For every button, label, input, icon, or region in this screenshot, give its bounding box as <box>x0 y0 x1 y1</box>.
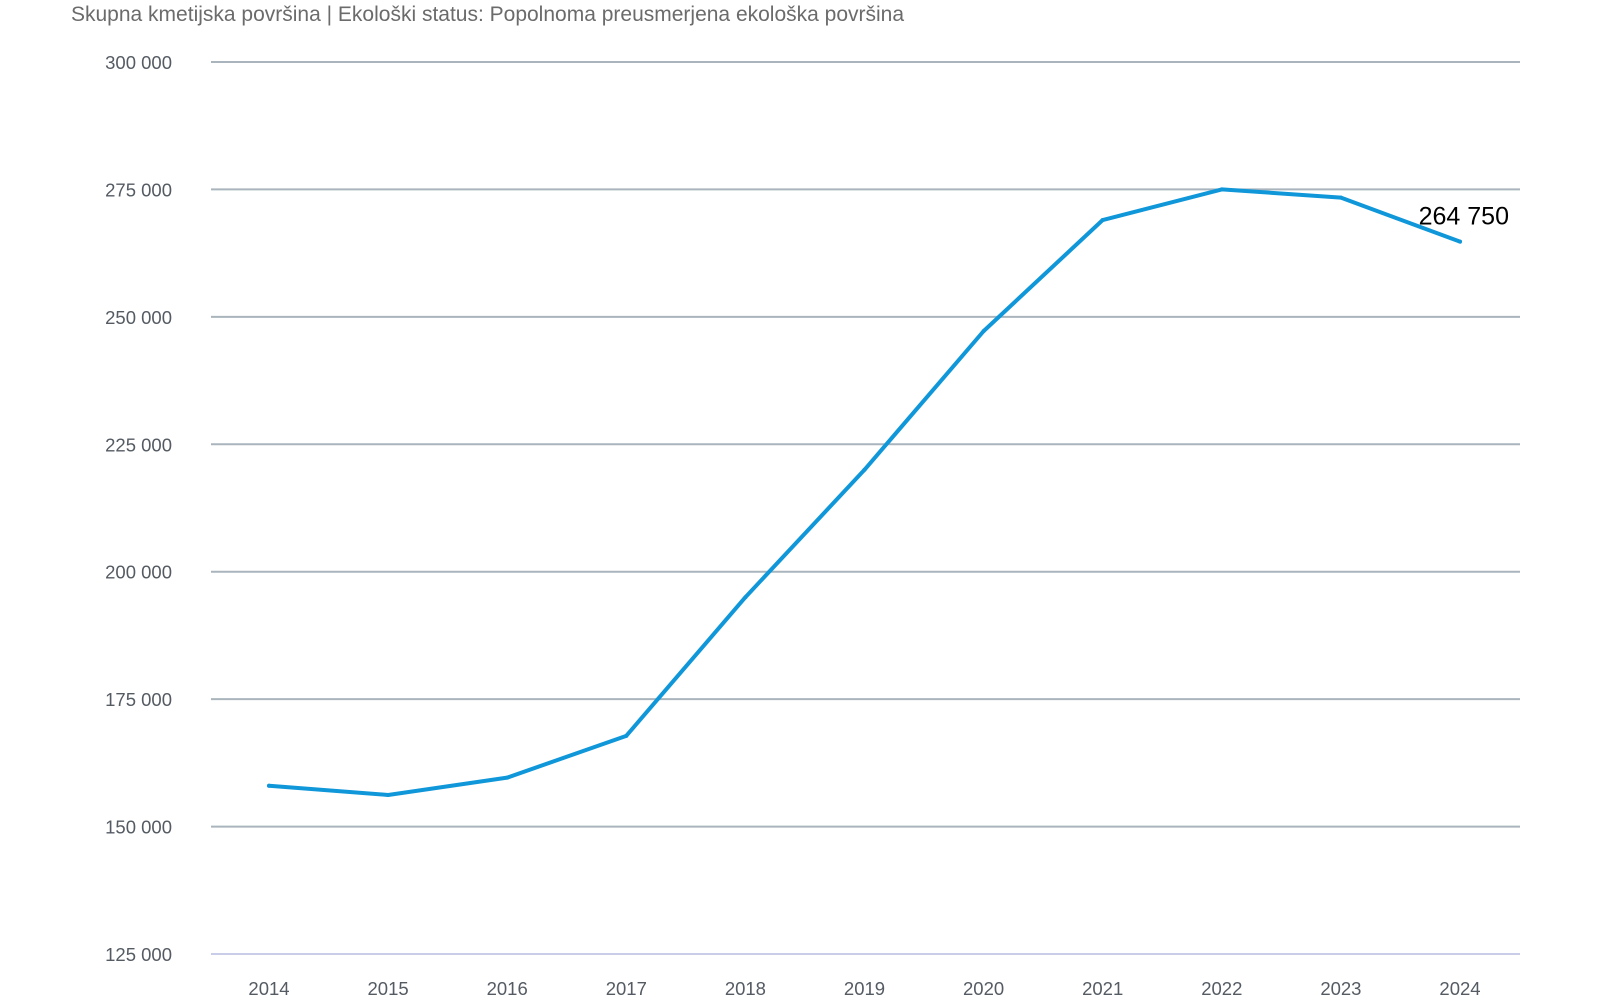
data-point <box>267 783 271 788</box>
x-tick-label: 2023 <box>1320 978 1361 999</box>
data-point <box>743 595 748 600</box>
data-point <box>1338 195 1343 200</box>
data-point <box>505 775 510 780</box>
x-tick-label: 2024 <box>1439 978 1480 999</box>
gridlines <box>211 61 1520 955</box>
x-tick-label: 2022 <box>1201 978 1242 999</box>
y-tick-label: 175 000 <box>105 689 172 710</box>
x-tick-label: 2016 <box>487 978 528 999</box>
data-point <box>1219 187 1224 192</box>
x-tick-label: 2020 <box>963 978 1004 999</box>
data-label-last: 264 750 <box>1419 203 1509 231</box>
x-tick-label: 2018 <box>725 978 766 999</box>
series-line <box>267 187 1462 797</box>
y-tick-label: 300 000 <box>105 52 172 73</box>
x-tick-label: 2014 <box>248 978 289 999</box>
y-axis-ticks: 125 000 150 000 175 000 200 000 225 000 250 0… <box>105 52 172 965</box>
y-tick-label: 200 000 <box>105 562 172 583</box>
x-tick-label: 2021 <box>1082 978 1123 999</box>
x-tick-label: 2017 <box>606 978 647 999</box>
y-tick-label: 150 000 <box>105 817 172 838</box>
data-point <box>981 329 986 334</box>
data-point <box>386 792 391 797</box>
data-labels: 264 750 <box>1419 203 1509 231</box>
y-tick-label: 225 000 <box>105 434 172 455</box>
y-tick-label: 125 000 <box>105 944 172 965</box>
y-tick-label: 250 000 <box>105 307 172 328</box>
data-point <box>624 733 629 738</box>
data-point <box>1458 239 1462 244</box>
x-tick-label: 2015 <box>368 978 409 999</box>
x-tick-label: 2019 <box>844 978 885 999</box>
x-axis-ticks: 2014 2015 2016 2017 2018 2019 2020 2021 2022 2023… <box>248 978 1480 999</box>
data-point <box>1100 218 1105 223</box>
y-tick-label: 275 000 <box>105 179 172 200</box>
series-layer <box>267 187 1462 797</box>
data-point <box>862 467 867 472</box>
chart-title: Skupna kmetijska površina | Ekološki sta… <box>71 3 905 26</box>
